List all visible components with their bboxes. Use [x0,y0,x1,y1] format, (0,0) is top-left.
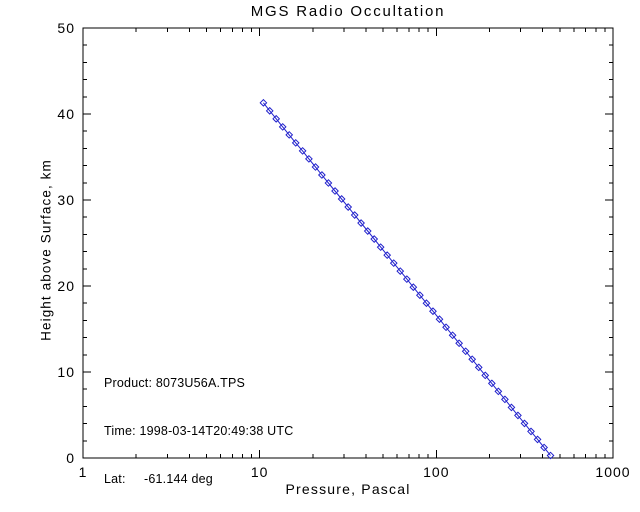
data-point-marker [540,443,549,452]
data-point-marker [259,98,268,107]
data-point-marker [422,299,431,308]
x-tick-label: 1000 [595,464,630,480]
data-point-marker [344,203,353,211]
data-point-marker [376,243,385,252]
data-point-marker [350,211,359,219]
data-point-marker [533,435,542,444]
y-axis-title: Height above Surface, km [38,159,54,341]
data-point-marker [527,427,535,436]
data-point-marker [278,122,287,131]
data-point-marker [474,363,483,372]
annotation-product: Product: 8073U56A.TPS [104,376,246,390]
data-point-marker [383,251,392,260]
chart-title: MGS Radio Occultation [250,3,446,20]
annotation-time: Time: 1998-03-14T20:49:38 UTC [104,424,294,438]
x-tick-label: 10 [251,464,269,480]
data-series-line [263,102,551,456]
data-point-marker [455,339,464,348]
y-tick-label: 30 [57,192,75,208]
data-point-marker [409,283,418,292]
plot-frame [82,27,614,459]
data-point-marker [363,227,372,235]
data-point-marker [265,106,274,115]
data-point-marker [389,259,398,268]
data-point-marker [305,154,313,163]
y-tick-label: 0 [66,450,75,466]
data-point-marker [317,171,326,179]
data-point-marker [481,371,490,380]
x-axis-title: Pressure, Pascal [285,481,411,497]
data-point-marker [494,387,503,396]
data-point-marker [429,307,437,316]
annotation-block: Product: 8073U56A.TPS Time: 1998-03-14T2… [104,343,293,512]
y-tick-label: 50 [57,20,75,36]
data-point-marker [285,130,294,139]
y-tick-label: 10 [57,364,75,380]
data-point-marker [442,323,450,332]
data-point-marker [461,347,470,356]
data-point-marker [324,179,333,187]
data-point-marker [514,411,522,420]
data-point-marker [357,219,365,227]
data-point-marker [396,267,405,276]
data-point-marker [487,379,496,388]
data-point-marker [298,146,307,155]
data-point-marker [520,419,529,428]
data-point-marker [435,315,444,324]
data-point-marker [311,163,320,171]
data-point-marker [337,195,346,203]
annotation-latitude: Lat: -61.144 deg [104,472,213,486]
data-point-marker [272,114,281,123]
data-point-marker [448,331,457,340]
y-tick-label: 20 [57,278,75,294]
y-tick-label: 40 [57,106,75,122]
x-tick-label: 100 [423,464,449,480]
data-point-marker [331,187,339,195]
data-point-marker [415,291,424,300]
data-point-marker [291,138,300,147]
data-point-marker [468,355,477,364]
data-point-marker [370,235,379,243]
data-point-marker [500,395,509,404]
data-point-marker [546,451,555,460]
x-tick-label: 1 [79,464,88,480]
data-point-marker [507,403,516,412]
data-point-marker [402,275,411,284]
